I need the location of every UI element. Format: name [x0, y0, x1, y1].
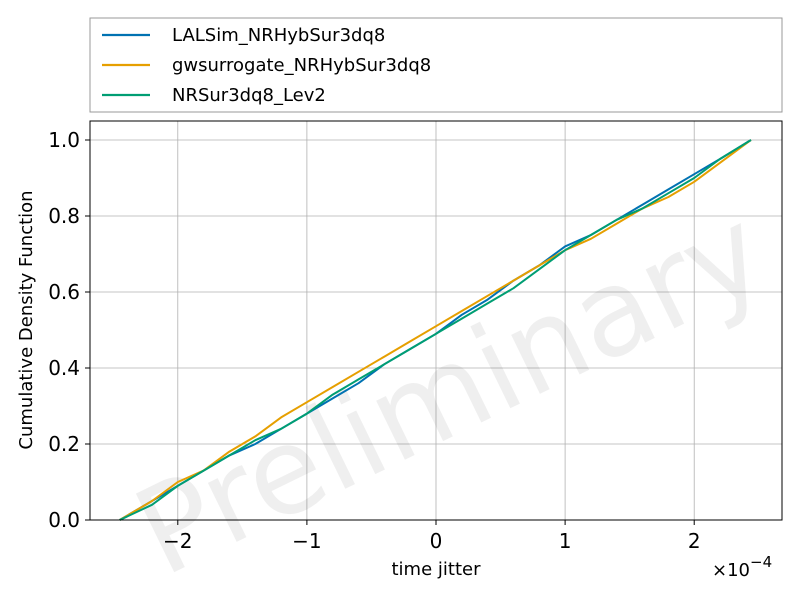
- legend: LALSim_NRHybSur3dq8 gwsurrogate_NRHybSur3…: [89, 17, 783, 113]
- y-axis-label: Cumulative Density Function: [16, 190, 37, 449]
- y-tick-label: 0.4: [48, 356, 80, 380]
- y-tick-label: 0.6: [48, 280, 80, 304]
- series-lines: [119, 139, 752, 521]
- x-scale-offset: ×10−4: [712, 553, 772, 581]
- x-tick-label: 2: [688, 529, 701, 553]
- x-scale-base: ×10: [712, 560, 750, 581]
- grid: [90, 121, 782, 521]
- axis-ticks: −2 −1 0 1 2 0.0 0.2 0.4 0.6 0.8 1.0: [48, 128, 700, 553]
- x-axis-label: time jitter: [392, 559, 482, 580]
- x-tick-label: −1: [292, 529, 321, 553]
- y-tick-label: 0.2: [48, 432, 80, 456]
- x-scale-exponent: −4: [750, 553, 772, 571]
- x-tick-label: −2: [163, 529, 192, 553]
- y-tick-label: 1.0: [48, 128, 80, 152]
- x-tick-label: 1: [559, 529, 572, 553]
- y-tick-label: 0.8: [48, 204, 80, 228]
- legend-label: gwsurrogate_NRHybSur3dq8: [172, 55, 431, 76]
- series-line-nrsur3dq8-lev2: [119, 139, 752, 521]
- legend-frame: [89, 17, 783, 113]
- legend-label: LALSim_NRHybSur3dq8: [172, 25, 385, 46]
- x-tick-label: 0: [430, 529, 443, 553]
- legend-label: NRSur3dq8_Lev2: [172, 85, 326, 106]
- y-tick-label: 0.0: [48, 508, 80, 532]
